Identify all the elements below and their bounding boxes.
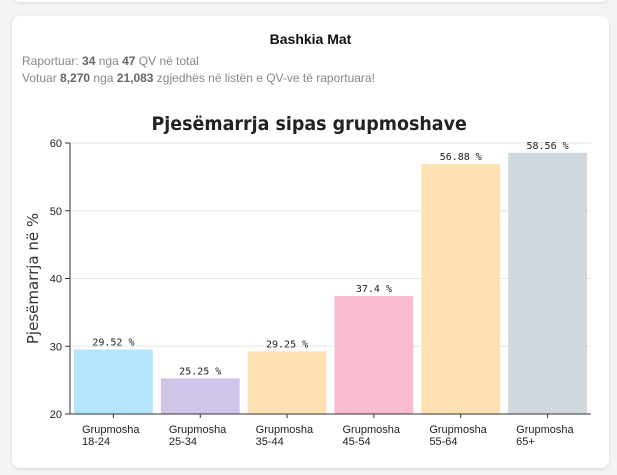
voted-mid: nga <box>90 71 117 85</box>
bar-value-label: 29.25 % <box>266 339 308 350</box>
bar <box>334 296 414 414</box>
x-tick-label: Grupmosha <box>429 424 487 436</box>
card-title: Bashkia Mat <box>269 31 352 47</box>
y-tick-label: 50 <box>50 206 62 218</box>
voted-suffix: zgjedhës në listën e QV-ve të raportuara… <box>153 71 375 85</box>
voted-total: 21,083 <box>116 71 154 85</box>
reported-total: 47 <box>122 54 136 68</box>
x-tick-label: 65+ <box>516 436 535 448</box>
x-tick-label: 25-34 <box>169 436 197 448</box>
bar-value-label: 25.25 % <box>179 366 221 377</box>
y-tick-label: 20 <box>50 409 62 421</box>
y-axis-label: Pjesëmarrja në % <box>24 213 42 344</box>
y-tick-label: 30 <box>50 341 62 353</box>
x-tick-label: Grupmosha <box>343 424 401 436</box>
y-tick-label: 40 <box>50 274 62 286</box>
voted-count: 8,270 <box>60 71 91 85</box>
x-tick-label: 45-54 <box>343 436 371 448</box>
bar <box>508 152 587 415</box>
age-group-turnout-chart: Pjesëmarrja sipas grupmoshave Pjesëmarrj… <box>24 113 591 448</box>
bar-value-label: 58.56 % <box>527 141 569 152</box>
x-tick-label: 18-24 <box>82 436 110 448</box>
reported-prefix: Raportuar: <box>22 54 83 68</box>
x-tick-label: Grupmosha <box>516 424 574 436</box>
y-tick-label: 60 <box>50 138 62 150</box>
axis-layer: 2030405060Grupmosha18-24Grupmosha25-34Gr… <box>50 138 591 448</box>
reported-mid: nga <box>95 54 123 68</box>
voted-prefix: Votuar <box>22 71 61 85</box>
bar <box>421 164 501 414</box>
bar-value-label: 37.4 % <box>356 284 392 295</box>
chart-title: Pjesëmarrja sipas grupmoshave <box>151 113 466 135</box>
municipality-card: Bashkia Mat Raportuar: 34 nga 47 QV në t… <box>12 16 609 468</box>
reported-suffix: QV në total <box>135 54 199 68</box>
bar-value-label: 56.88 % <box>440 152 482 163</box>
reported-count: 34 <box>82 54 96 68</box>
reported-summary: Raportuar: 34 nga 47 QV në total <box>22 54 199 68</box>
x-tick-label: 35-44 <box>256 436 284 448</box>
bar-layer: 29.52 % 25.25 % 29.25 % 37.4 % 56.88 % 58.56 … <box>74 141 587 415</box>
bar <box>74 349 153 414</box>
bar <box>160 378 240 414</box>
x-tick-label: Grupmosha <box>82 424 140 436</box>
previous-card-edge <box>12 0 609 2</box>
x-tick-label: Grupmosha <box>256 424 314 436</box>
voted-summary: Votuar 8,270 nga 21,083 zgjedhës në list… <box>22 71 375 85</box>
x-tick-label: 55-64 <box>429 436 457 448</box>
bar-value-label: 29.52 % <box>92 338 134 349</box>
bar <box>247 351 327 414</box>
x-tick-label: Grupmosha <box>169 424 227 436</box>
